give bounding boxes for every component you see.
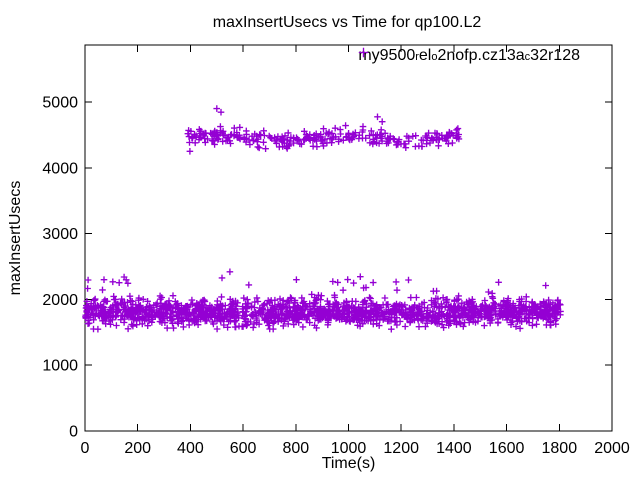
- legend-label-part: 32r128: [530, 47, 580, 64]
- axis-ticks: [84, 45, 613, 432]
- svg-text:400: 400: [177, 440, 204, 457]
- scatter-points: [82, 105, 564, 333]
- legend-label-part: 2nofp.cz13a: [437, 47, 525, 64]
- y-axis-label: maxInsertUsecs: [7, 180, 24, 296]
- x-axis-label: Time(s): [321, 455, 376, 472]
- plot-frame: [84, 44, 613, 432]
- legend-plus-marker-icon: [359, 47, 369, 58]
- svg-text:0: 0: [81, 440, 90, 457]
- svg-text:800: 800: [282, 440, 309, 457]
- svg-text:1600: 1600: [489, 440, 525, 457]
- svg-text:1400: 1400: [436, 440, 472, 457]
- svg-text:3000: 3000: [42, 226, 78, 243]
- axis-tick-labels: 0 200 400 600 800 1000 1200 1400 1600 1800 2000 0 10…: [42, 94, 629, 457]
- legend-series-label: my9500relo2nofp.cz13ac32r128: [358, 47, 580, 65]
- svg-text:1000: 1000: [331, 440, 367, 457]
- svg-text:5000: 5000: [42, 94, 78, 111]
- svg-text:600: 600: [230, 440, 257, 457]
- legend: my9500relo2nofp.cz13ac32r128: [358, 47, 580, 65]
- svg-text:2000: 2000: [594, 440, 630, 457]
- chart-title: maxInsertUsecs vs Time for qp100.L2: [212, 14, 482, 31]
- svg-text:4000: 4000: [42, 160, 78, 177]
- legend-label-subscript: o: [431, 51, 438, 63]
- legend-label-part: my9500: [358, 47, 416, 64]
- svg-text:0: 0: [69, 424, 78, 441]
- legend-label-subscript: r: [415, 51, 419, 63]
- legend-label-subscript: c: [524, 51, 531, 63]
- svg-text:1200: 1200: [383, 440, 419, 457]
- svg-text:1000: 1000: [42, 358, 78, 375]
- svg-text:1800: 1800: [542, 440, 578, 457]
- svg-text:200: 200: [124, 440, 151, 457]
- legend-label-part: el: [418, 47, 432, 64]
- svg-text:2000: 2000: [42, 292, 78, 309]
